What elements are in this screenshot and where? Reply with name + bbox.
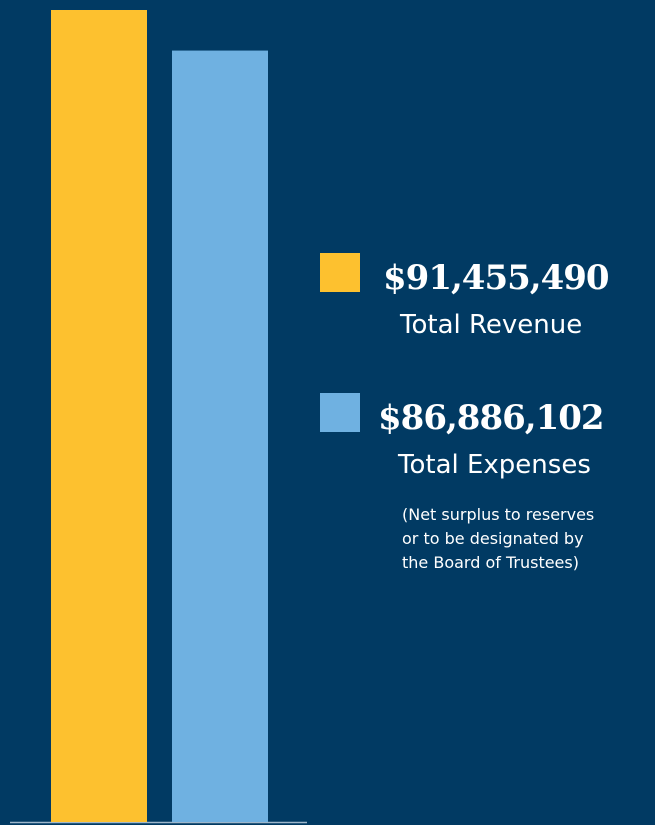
legend-label: Total Expenses (397, 450, 591, 480)
legend-swatch (320, 393, 360, 432)
bar (172, 50, 268, 822)
legend-label: Total Revenue (399, 310, 582, 340)
bar (51, 10, 147, 822)
annotation: or to be designated by (402, 529, 584, 548)
annotation: (Net surplus to reserves (402, 505, 594, 524)
annotation: the Board of Trustees) (402, 553, 579, 572)
value-label: $91,455,490 (383, 258, 609, 298)
value-label: $86,886,102 (378, 398, 604, 438)
legend-swatch (320, 253, 360, 292)
